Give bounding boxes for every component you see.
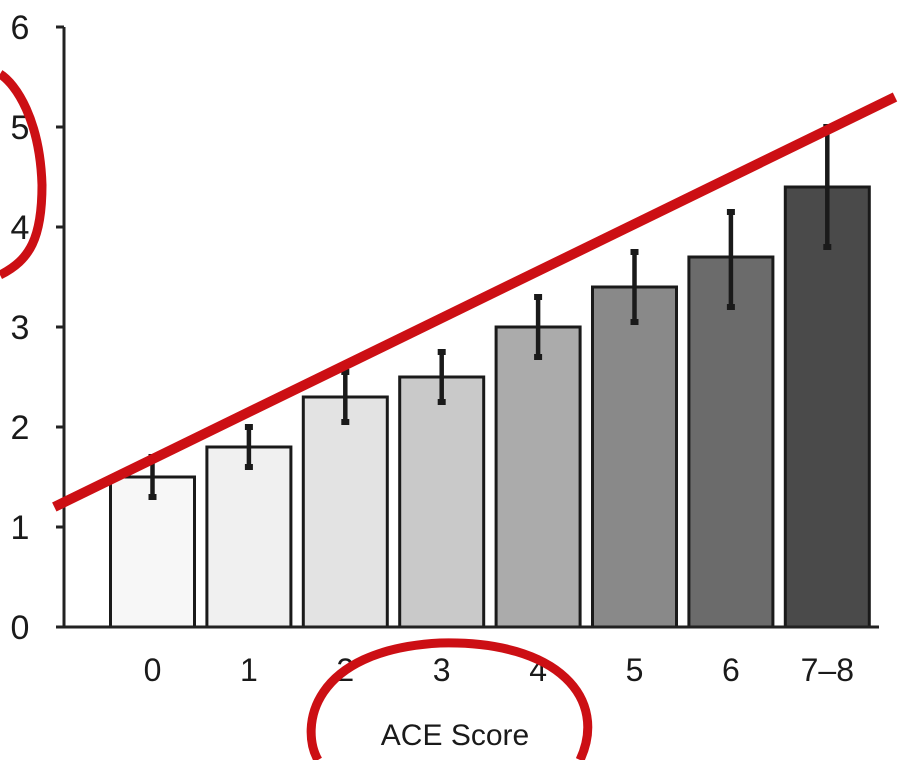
- error-bar-cap: [148, 494, 157, 500]
- error-bar-cap: [630, 249, 639, 255]
- red-annotations: [0, 70, 898, 760]
- x-tick-label: 0: [144, 652, 162, 688]
- x-tick-label: 1: [240, 652, 258, 688]
- error-bar-cap: [437, 349, 446, 355]
- y-tick-label: 0: [11, 609, 30, 647]
- bar-ace-1: [205, 445, 293, 629]
- error-bar-cap: [534, 354, 543, 360]
- bar-ace-7–8: [783, 185, 871, 629]
- error-bar-cap: [437, 399, 446, 405]
- error-bar-cap: [630, 319, 639, 325]
- x-tick-label: 7–8: [801, 652, 854, 688]
- error-bars: [148, 124, 832, 500]
- x-axis-tick-labels: 0 1 2 3 4 5 6 7–8: [144, 652, 854, 688]
- y-axis-circle-annotation: [0, 70, 47, 280]
- error-bar-cap: [534, 294, 543, 300]
- bar-ace-2: [301, 395, 389, 629]
- bars: [109, 185, 871, 629]
- error-bar-cap: [726, 209, 735, 215]
- x-tick-label: 6: [722, 652, 740, 688]
- error-bar-cap: [244, 464, 253, 470]
- error-bar-cap: [726, 304, 735, 310]
- bar-ace-4: [494, 325, 582, 629]
- bar-ace-6: [687, 255, 775, 629]
- y-tick-label: 6: [11, 9, 30, 47]
- x-tick-label: 5: [626, 652, 644, 688]
- y-tick-label: 4: [11, 209, 30, 247]
- bar-ace-5: [591, 285, 678, 629]
- x-tick-label: 3: [433, 652, 451, 688]
- y-tick-label: 5: [11, 109, 30, 147]
- bar-ace-3: [398, 375, 486, 629]
- y-tick-label: 3: [11, 309, 30, 347]
- error-bar-cap: [341, 419, 350, 425]
- error-bar-cap: [341, 369, 350, 375]
- error-bar-cap: [823, 244, 832, 250]
- error-bar-cap: [244, 424, 253, 430]
- y-tick-label: 1: [11, 509, 30, 547]
- x-axis-title-circle-annotation: [306, 638, 593, 760]
- trend-line-annotation: [52, 92, 898, 512]
- y-axis-ticks: 0 1 2 3 4 5 6: [11, 9, 64, 647]
- x-axis-title: ACE Score: [381, 719, 529, 752]
- y-tick-label: 2: [11, 409, 30, 447]
